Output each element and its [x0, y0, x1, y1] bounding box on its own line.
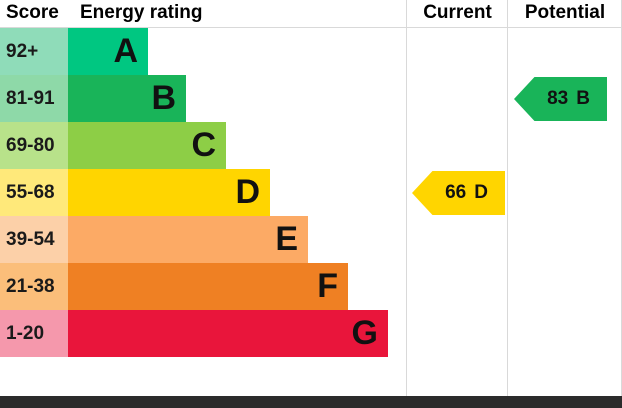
current-rating-arrow: 66 D	[412, 171, 505, 215]
band-letter: C	[191, 126, 216, 164]
band-letter: G	[351, 314, 378, 352]
header-divider	[0, 27, 622, 28]
band-score-range: 92+	[0, 28, 68, 75]
potential-rating-arrow: 83 B	[514, 77, 607, 121]
column-divider-potential	[507, 0, 508, 396]
band-score-range: 39-54	[0, 216, 68, 263]
band-bar: A	[68, 28, 148, 75]
band-score-range: 69-80	[0, 122, 68, 169]
band-bar: G	[68, 310, 388, 357]
table-header: Score Energy rating Current Potential	[0, 0, 622, 28]
current-rating-band: D	[474, 182, 488, 203]
header-energy: Energy rating	[80, 2, 203, 23]
band-letter: D	[235, 173, 260, 211]
band-row: 92+ A	[0, 28, 622, 75]
band-row: 69-80 C	[0, 122, 622, 169]
band-score-range: 1-20	[0, 310, 68, 357]
header-score: Score	[6, 2, 59, 23]
current-rating-value: 66	[445, 182, 467, 203]
band-letter: B	[151, 79, 176, 117]
band-score-range: 55-68	[0, 169, 68, 216]
band-bar: B	[68, 75, 186, 122]
bottom-rule	[0, 396, 622, 408]
header-current: Current	[423, 2, 492, 23]
band-bar: D	[68, 169, 270, 216]
potential-rating-value: 83	[547, 88, 569, 109]
band-letter: E	[275, 220, 298, 258]
band-bar: E	[68, 216, 308, 263]
band-score-range: 21-38	[0, 263, 68, 310]
band-bar: C	[68, 122, 226, 169]
potential-rating-band: B	[576, 88, 590, 109]
band-row: 55-68 D	[0, 169, 622, 216]
band-score-range: 81-91	[0, 75, 68, 122]
band-row: 39-54 E	[0, 216, 622, 263]
band-row: 21-38 F	[0, 263, 622, 310]
band-letter: A	[113, 32, 138, 70]
band-row: 1-20 G	[0, 310, 622, 357]
band-letter: F	[317, 267, 338, 305]
column-divider-current	[406, 0, 407, 396]
header-potential: Potential	[524, 2, 606, 23]
band-bar: F	[68, 263, 348, 310]
band-row: 81-91 B	[0, 75, 622, 122]
